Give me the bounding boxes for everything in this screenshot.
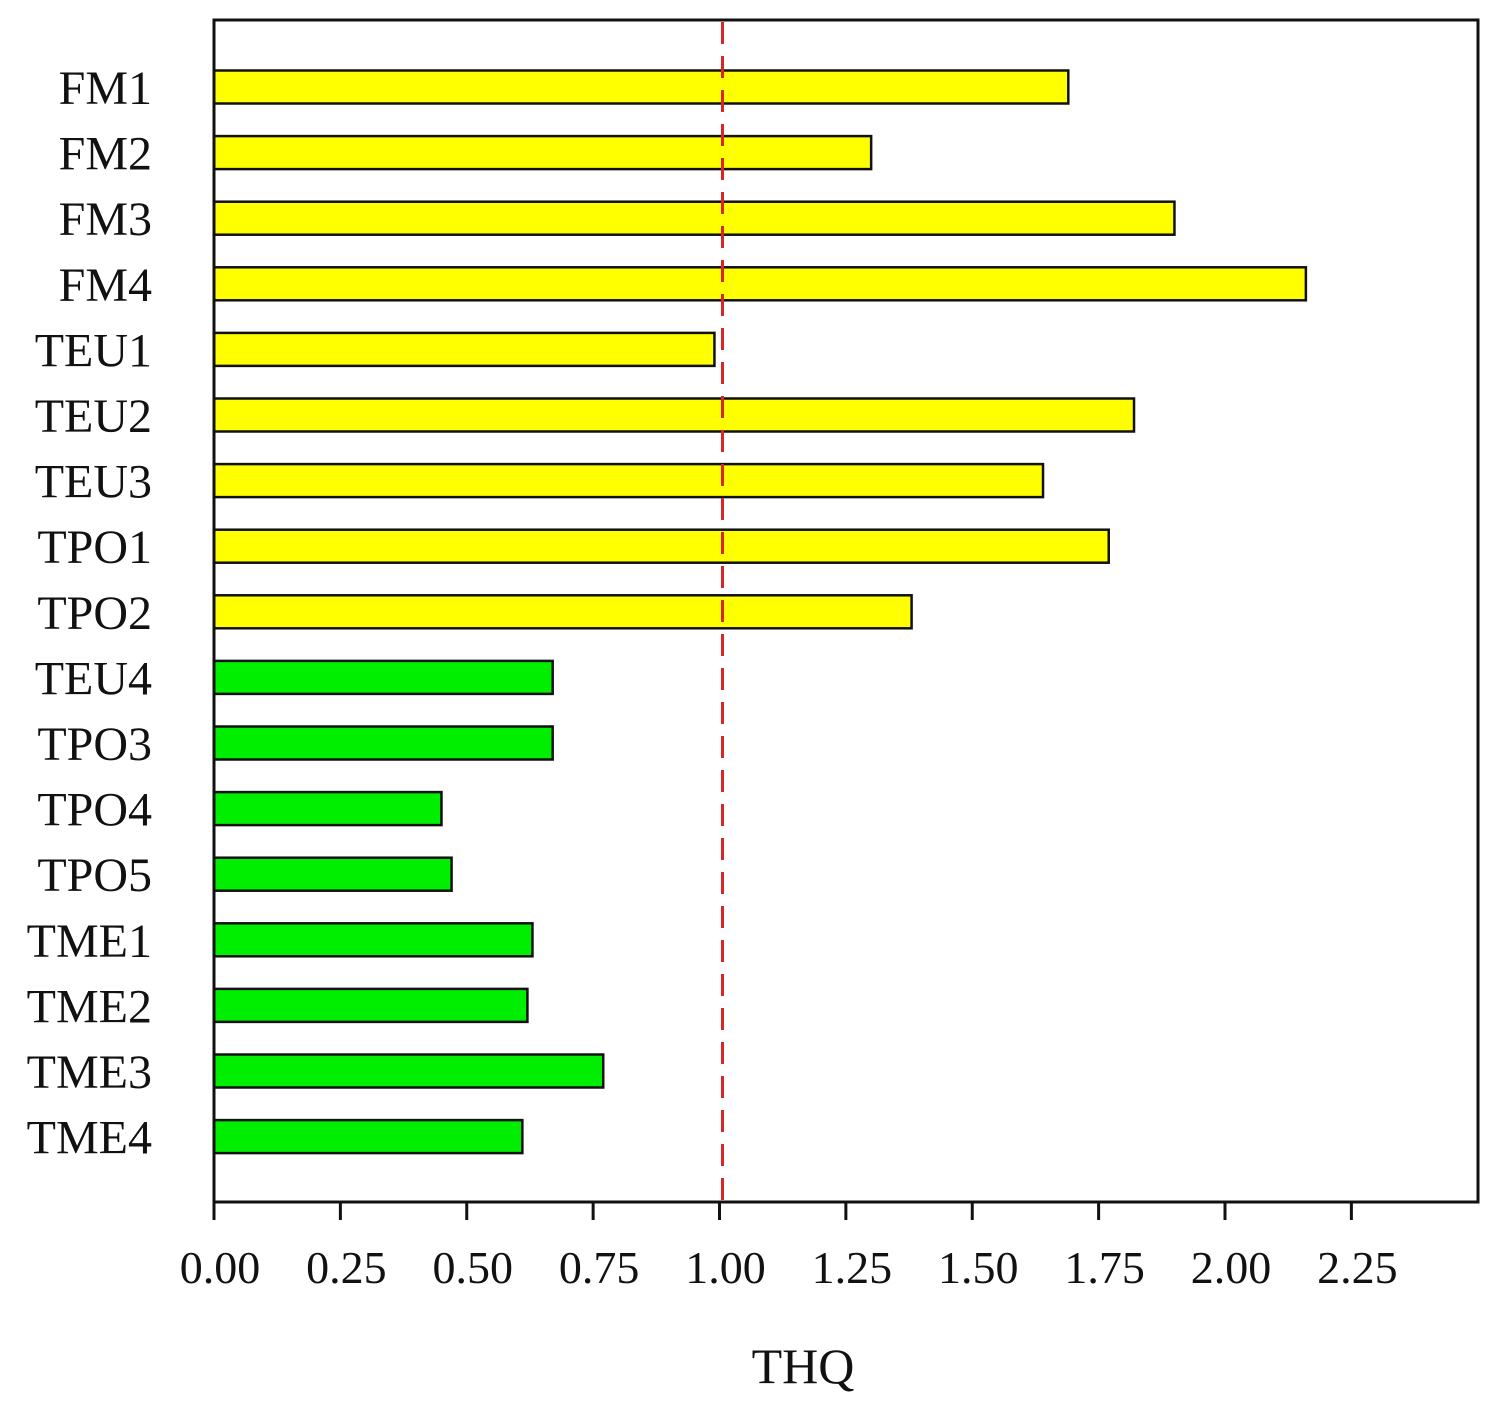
x-tick-label: 0.00 xyxy=(180,1242,261,1293)
category-label-tpo4: TPO4 xyxy=(37,784,152,837)
category-label-teu4: TEU4 xyxy=(35,652,152,705)
bar-tpo5 xyxy=(212,856,453,892)
bar-teu3 xyxy=(212,462,1045,499)
bar-tme4 xyxy=(212,1118,524,1155)
bar-tpo1 xyxy=(212,528,1110,564)
bar-tpo4 xyxy=(212,790,443,827)
x-tick-label: 0.50 xyxy=(433,1242,514,1293)
category-label-tpo5: TPO5 xyxy=(37,849,152,902)
bar-fm4 xyxy=(212,266,1308,302)
category-label-tme2: TME2 xyxy=(27,980,152,1033)
x-tick-label: 0.25 xyxy=(306,1242,387,1293)
x-axis-ticks: 0.00 0.25 0.50 0.75 1.00 1.25 1.50 1.75 2.00 2.25 xyxy=(180,1202,1398,1293)
category-label-tme4: TME4 xyxy=(27,1112,152,1165)
bar-tme1 xyxy=(212,922,534,958)
category-label-teu3: TEU3 xyxy=(35,456,152,509)
category-label-tpo3: TPO3 xyxy=(37,718,152,771)
bar-tme2 xyxy=(212,987,529,1024)
bar-teu1 xyxy=(212,331,716,368)
bar-fm3 xyxy=(212,200,1176,236)
bar-tpo2 xyxy=(212,594,913,630)
category-label-tpo2: TPO2 xyxy=(37,587,152,640)
category-label-fm2: FM2 xyxy=(59,128,152,181)
bars-layer xyxy=(212,69,1308,1155)
category-label-tpo1: TPO1 xyxy=(37,521,152,574)
x-tick-label: 0.75 xyxy=(559,1242,640,1293)
category-label-teu2: TEU2 xyxy=(35,390,152,443)
category-label-fm3: FM3 xyxy=(59,193,152,246)
bar-fm2 xyxy=(212,134,873,171)
x-tick-label: 1.25 xyxy=(812,1242,893,1293)
category-label-tme3: TME3 xyxy=(27,1046,152,1099)
x-axis-title: THQ xyxy=(752,1338,855,1394)
category-label-tme1: TME1 xyxy=(27,915,152,968)
x-tick-label: 2.25 xyxy=(1317,1242,1398,1293)
x-tick-label: 1.75 xyxy=(1064,1242,1145,1293)
x-tick-label: 1.00 xyxy=(685,1242,766,1293)
category-label-fm4: FM4 xyxy=(59,259,152,312)
bar-tpo3 xyxy=(212,725,554,761)
category-label-teu1: TEU1 xyxy=(35,324,152,377)
bar-teu4 xyxy=(212,659,554,696)
bar-tme3 xyxy=(212,1053,605,1089)
bar-fm1 xyxy=(212,69,1070,105)
x-tick-label: 1.50 xyxy=(938,1242,1019,1293)
category-label-fm1: FM1 xyxy=(59,62,152,115)
category-labels: FM1 FM2 FM3 FM4 TEU1 TEU2 TEU3 TPO1 TPO2 TEU4 TPO3… xyxy=(27,62,152,1165)
bar-teu2 xyxy=(212,397,1136,433)
x-tick-label: 2.00 xyxy=(1191,1242,1272,1293)
